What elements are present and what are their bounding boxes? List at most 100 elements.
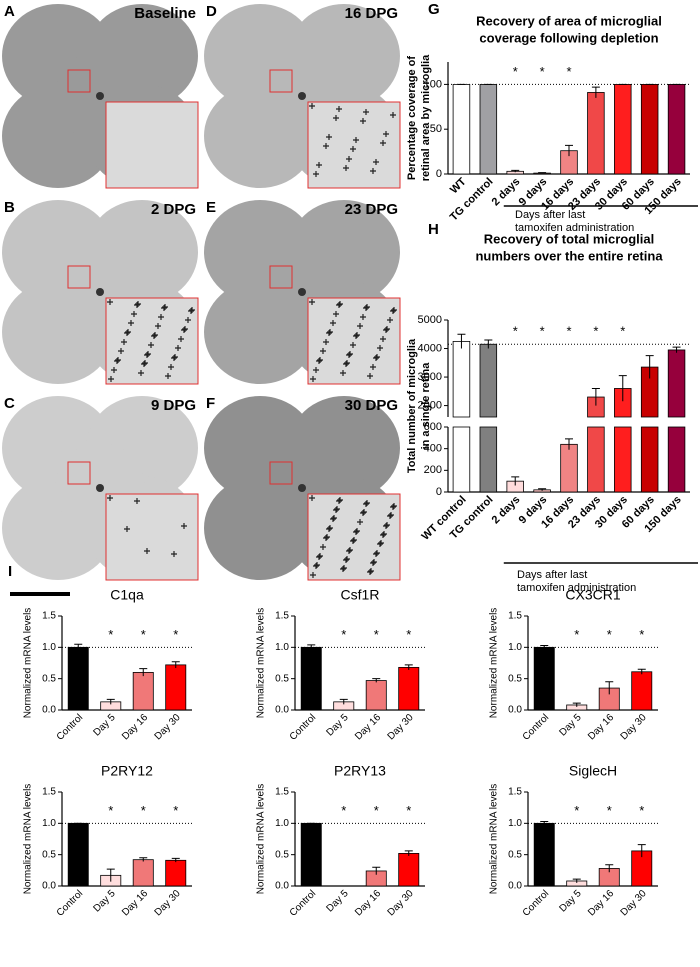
panel-label: 16 DPG [345,5,398,22]
optic-disc [96,92,104,100]
x-tick-label: Day 5 [557,888,584,915]
y-tick-label: 1.0 [42,818,56,829]
error-bar [171,661,180,669]
y-tick-label: 5000 [418,314,442,326]
significance: * [141,627,146,642]
cell [134,498,140,504]
cell [135,301,141,307]
x-axis-label: Days after last [517,569,587,581]
error-bar [605,681,614,695]
cell [391,503,397,509]
cell [363,305,369,311]
cell [341,565,347,571]
error-bar [139,668,148,677]
cell [364,304,370,310]
error-bar [672,346,681,353]
roi-box [67,69,91,93]
cell [309,299,315,305]
bar [67,646,89,711]
cell [363,501,369,507]
y-tick-label: 50 [430,123,442,135]
x-tick-label: Control [55,712,86,743]
error-bar [171,857,180,863]
y-tick-label: 0.5 [42,849,56,860]
x-tick-label: Control [521,888,552,919]
panel-letter: F [206,395,215,412]
y-tick-label: 1.5 [275,611,289,622]
x-tick-label: Day 5 [324,712,351,739]
cell [340,370,346,376]
x-tick-label: Day 30 [153,712,183,742]
x-tick-label: Day 5 [91,712,118,739]
cell [383,523,389,529]
error-bar [484,339,493,349]
bar-upper [667,349,686,418]
x-tick-label: Control [521,712,552,743]
bar [560,443,578,493]
cell [118,348,124,354]
cell [370,364,376,370]
cell [333,115,339,121]
error-bar [591,387,600,406]
cell [378,540,384,546]
significance: * [374,803,379,818]
x-tick-label: Control [55,888,86,919]
significance: * [513,324,518,339]
panel-label: 23 DPG [345,201,398,218]
x-tick-label: Day 30 [386,712,416,742]
cell [181,523,187,529]
y-tick-label: 0.0 [508,881,522,892]
cell [185,317,191,323]
significance: * [513,64,518,79]
error-bar [618,375,627,402]
x-tick-label: Day 16 [586,712,616,742]
cell [354,332,360,338]
bar-upper [452,340,471,418]
bar [667,426,686,493]
significance: * [593,324,598,339]
cell [114,358,120,364]
panel-label: 30 DPG [345,397,398,414]
cell [107,495,113,501]
y-tick-label: 1.0 [275,818,289,829]
error-bar [307,644,316,650]
error-bar [591,86,600,98]
error-bar [538,172,547,174]
cell [309,103,315,109]
panel-letter: C [4,395,15,412]
error-bar [457,333,466,349]
y-tick-label: 1.0 [275,642,289,653]
cell [330,320,336,326]
cell [327,525,333,531]
cell [111,367,117,373]
cell [148,342,154,348]
cell [350,146,356,152]
y-tick-label: 100 [424,78,442,90]
error-bar [645,355,654,379]
bar [452,426,471,493]
x-tick-label: 2 days [490,494,523,527]
bar [165,859,187,887]
cell [377,541,383,547]
y-tick-label: 0.5 [508,849,522,860]
x-axis-label: Days after last [515,209,585,221]
panel-letter: H [428,221,439,238]
error-bar [106,698,115,705]
bar [165,664,187,711]
significance: * [540,64,545,79]
bar [479,426,498,493]
chart-title: P2RY13 [334,763,386,779]
bar [533,822,555,887]
cell [171,551,177,557]
cell [391,307,397,313]
y-tick-label: 600 [424,421,442,433]
cell [390,308,396,314]
roi-box [67,265,91,289]
y-tick-label: 0 [436,168,442,180]
cell [353,333,359,339]
cell [333,507,339,513]
cell [333,311,339,317]
cell [182,326,188,332]
cell [343,165,349,171]
